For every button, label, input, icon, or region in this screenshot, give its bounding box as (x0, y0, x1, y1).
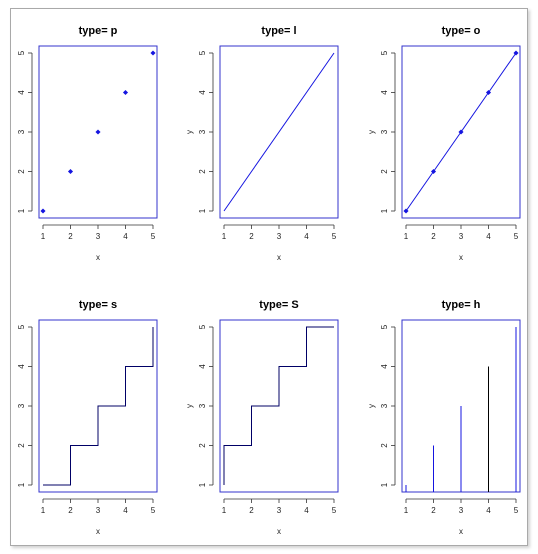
panel-1-y-tick-label-2: 2 (17, 169, 26, 174)
panel-6-y-tick-label-5: 5 (380, 324, 389, 329)
panel-2-y-tick-label-3: 3 (198, 129, 207, 134)
panel-3-y-tick-label-1: 1 (380, 208, 389, 213)
panel-6-x-tick-label-4: 4 (486, 506, 491, 515)
panel-1-plot-box (38, 45, 158, 219)
panel-1-point-4 (122, 89, 129, 96)
panel-5-y-axis-label: y (185, 404, 194, 408)
panel-2-x-axis-label: x (277, 253, 281, 262)
panel-6-x-tick-label-5: 5 (514, 506, 519, 515)
plot-grid: type= p 1 2 3 4 5 1 2 3 4 5 x type= l 1 2 3 4 5 1 2 3 4 5 x y typ… (17, 25, 521, 536)
panel-6-x-tick-label-1: 1 (404, 506, 409, 515)
panel-2-y-tick-label-2: 2 (198, 169, 207, 174)
panel-4-x-tick-label-3: 3 (96, 506, 101, 515)
panel-1-y-tick-label-1: 1 (17, 208, 26, 213)
panel-5-series-step (223, 326, 334, 485)
panel-4-x-tick-label-4: 4 (123, 506, 128, 515)
panel-4-series-step (43, 327, 154, 486)
panel-1-y-tick-label-3: 3 (17, 129, 26, 134)
figure-frame: type= p 1 2 3 4 5 1 2 3 4 5 x type= l 1 2 3 4 5 1 2 3 4 5 x y typ… (10, 8, 528, 546)
panel-5-x-tick-label-5: 5 (332, 506, 337, 515)
panel-6-x-tick-label-2: 2 (431, 506, 436, 515)
panel-4-plot-box (38, 319, 158, 493)
panel-3-point-2 (430, 168, 437, 175)
panel-2-x-tick-label-4: 4 (304, 232, 309, 241)
panel-4-y-tick-label-5: 5 (17, 324, 26, 329)
panel-4-x-tick-label-1: 1 (41, 506, 46, 515)
panel-3-x-axis-label: x (459, 253, 463, 262)
panel-5-x-tick-label-1: 1 (222, 506, 227, 515)
panel-3-plot-box (401, 45, 521, 219)
panel-1-point-5 (150, 50, 156, 56)
panel-1-x-tick-label-2: 2 (68, 232, 73, 241)
panel-6-x-axis-label: x (459, 527, 463, 536)
panel-4-title: type= s (79, 299, 117, 311)
panel-2-x-tick-label-3: 3 (277, 232, 282, 241)
panel-3-x-tick-label-3: 3 (459, 232, 464, 241)
panel-4-y-tick-label-3: 3 (17, 403, 26, 408)
panel-3-x-tick-label-2: 2 (431, 232, 436, 241)
panel-5-y-tick-label-2: 2 (198, 443, 207, 448)
panel-5-y-tick-label-5: 5 (198, 324, 207, 329)
panel-5-title: type= S (259, 299, 298, 311)
panel-2-x-tick-label-2: 2 (249, 232, 254, 241)
panel-2-x-tick-label-1: 1 (222, 232, 227, 241)
panel-4-y-tick-label-2: 2 (17, 443, 26, 448)
panel-1-title: type= p (79, 25, 118, 37)
panel-5-x-axis-label: x (277, 527, 281, 536)
panel-1-x-tick-label-5: 5 (151, 232, 156, 241)
panel-5-plot-box (219, 319, 339, 493)
panel-3-x-tick-label-1: 1 (404, 232, 409, 241)
panel-6-y-tick-label-4: 4 (380, 364, 389, 369)
panel-4-x-tick-label-2: 2 (68, 506, 73, 515)
panel-5-y-tick-label-1: 1 (198, 482, 207, 487)
panel-4-y-tick-label-4: 4 (17, 364, 26, 369)
panel-4-y-tick-label-1: 1 (17, 482, 26, 487)
panel-5-y-tick-label-4: 4 (198, 364, 207, 369)
panel-1-x-tick-label-3: 3 (96, 232, 101, 241)
panel-4-x-axis-label: x (96, 527, 100, 536)
panel-1-x-tick-label-1: 1 (41, 232, 46, 241)
panel-1-x-tick-label-4: 4 (123, 232, 128, 241)
panel-6-x-tick-label-3: 3 (459, 506, 464, 515)
panel-2-title: type= l (261, 25, 296, 37)
panel-1-y-tick-label-4: 4 (17, 90, 26, 95)
panel-6-y-tick-label-3: 3 (380, 403, 389, 408)
panel-3-x-tick-label-5: 5 (514, 232, 519, 241)
panel-2-x-tick-label-5: 5 (332, 232, 337, 241)
panel-6-y-tick-label-2: 2 (380, 443, 389, 448)
panel-1-point-2 (67, 168, 74, 175)
panel-3-y-axis-label: y (367, 130, 376, 134)
panel-1-point-3 (95, 129, 101, 135)
panel-2-series-line (223, 52, 335, 212)
panel-3-y-tick-label-3: 3 (380, 129, 389, 134)
panel-1-point-1 (40, 208, 46, 214)
panel-3-x-tick-label-4: 4 (486, 232, 491, 241)
panel-1-x-axis-label: x (96, 253, 100, 262)
panel-5-x-tick-label-2: 2 (249, 506, 254, 515)
panel-2-y-tick-label-5: 5 (198, 50, 207, 55)
panel-1-y-tick-label-5: 5 (17, 50, 26, 55)
panel-4-x-tick-label-5: 5 (151, 506, 156, 515)
panel-3-y-tick-label-5: 5 (380, 50, 389, 55)
panel-2-y-axis-label: y (185, 130, 194, 134)
panel-5-x-tick-label-4: 4 (304, 506, 309, 515)
panel-5-x-tick-label-3: 3 (277, 506, 282, 515)
panel-6-title: type= h (442, 299, 481, 311)
panel-2-plot-box (219, 45, 339, 219)
panel-5-y-tick-label-3: 3 (198, 403, 207, 408)
panel-6-y-tick-label-1: 1 (380, 482, 389, 487)
panel-3-y-tick-label-4: 4 (380, 90, 389, 95)
panel-3-title: type= o (442, 25, 481, 37)
panel-2-y-tick-label-1: 1 (198, 208, 207, 213)
panel-6-y-axis-label: y (367, 404, 376, 408)
panel-2-y-tick-label-4: 4 (198, 90, 207, 95)
panel-3-y-tick-label-2: 2 (380, 169, 389, 174)
panel-3-point-1 (403, 208, 409, 214)
